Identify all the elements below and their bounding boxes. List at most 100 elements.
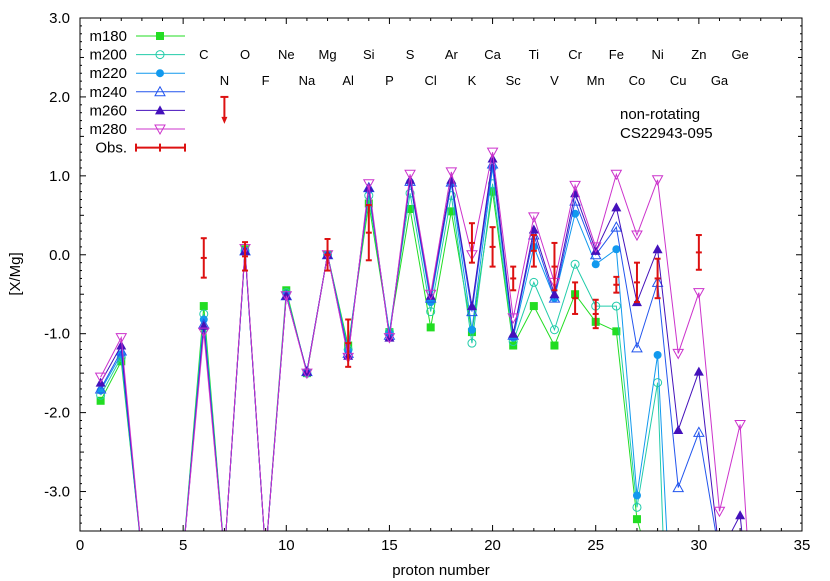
axis-ticks: 0 5 10 15 20 25 30 35 -3.0 -2.0 -1.0 0.0 1.0 2.0 3.0 <box>44 10 810 554</box>
data-point-m260 <box>652 244 663 254</box>
data-point-m280 <box>631 230 643 242</box>
element-label-Ar: Ar <box>445 47 459 62</box>
plot-frame <box>79 17 803 532</box>
element-label-Cr: Cr <box>568 47 582 62</box>
data-point-m260 <box>590 245 601 255</box>
element-label-Zn: Zn <box>691 47 706 62</box>
element-labels: C O Ne Mg Si S Ar Ca Ti Cr Fe Ni Zn Ge N F Na Al P Cl K Sc V Mn… <box>199 47 749 88</box>
data-point-m180 <box>529 302 538 311</box>
observation-point <box>510 265 517 292</box>
x-tick-label: 30 <box>691 537 708 554</box>
legend-label-m280: m280 <box>89 121 127 138</box>
data-point-m280 <box>486 147 499 159</box>
data-point-m200 <box>549 325 559 335</box>
data-point-m260 <box>466 301 477 311</box>
data-point-m240 <box>672 481 685 493</box>
element-label-Ne: Ne <box>278 47 295 62</box>
data-point-m220 <box>467 325 476 334</box>
data-point-m220 <box>612 245 621 254</box>
data-point-m240 <box>631 341 643 353</box>
series-line-m280 <box>100 152 748 531</box>
data-point-m280 <box>507 313 520 324</box>
data-point-m180 <box>488 187 497 196</box>
legend-marker-m200 <box>155 50 165 60</box>
element-label-C: C <box>199 47 208 62</box>
x-tick-label: 35 <box>794 537 811 554</box>
legend-marker-m260 <box>155 105 165 115</box>
element-label-Mg: Mg <box>319 47 337 62</box>
annotation-star: CS22943-095 <box>620 125 713 142</box>
upper-limit-arrow <box>221 116 228 124</box>
data-point-m200 <box>570 259 580 269</box>
y-tick-label: -2.0 <box>44 405 70 422</box>
data-point-m280 <box>115 333 128 344</box>
data-point-m180 <box>364 199 373 208</box>
data-point-m260 <box>611 202 622 212</box>
element-label-Al: Al <box>342 73 354 88</box>
element-label-Sc: Sc <box>506 73 522 88</box>
data-point-m180 <box>447 207 456 216</box>
data-point-m180 <box>612 327 621 336</box>
observation-point <box>633 261 640 304</box>
observation-point <box>324 237 331 272</box>
data-point-m200 <box>611 301 621 311</box>
data-point-m280 <box>589 242 602 253</box>
observation-point <box>200 237 207 279</box>
observation-point <box>572 281 579 315</box>
element-label-Mn: Mn <box>587 73 605 88</box>
data-point-m280 <box>404 169 416 181</box>
element-label-N: N <box>220 73 229 88</box>
data-point-m280 <box>197 327 210 339</box>
data-point-m220 <box>653 351 662 360</box>
data-point-m280 <box>651 175 664 186</box>
data-point-m240 <box>693 426 705 437</box>
observation-point <box>468 222 475 264</box>
data-point-m280 <box>734 419 746 431</box>
data-point-m260 <box>549 289 560 299</box>
data-point-m180 <box>426 323 435 332</box>
data-point-m220 <box>591 260 600 269</box>
data-point-m280 <box>362 179 375 190</box>
data-point-m200 <box>529 277 539 287</box>
annotation-model: non-rotating <box>620 106 700 123</box>
y-tick-label: -1.0 <box>44 326 70 343</box>
element-label-O: O <box>240 47 250 62</box>
element-label-F: F <box>262 73 270 88</box>
data-point-m280 <box>527 212 540 223</box>
data-point-m260 <box>198 320 209 330</box>
data-point-m220 <box>632 491 641 500</box>
observation-point <box>654 257 661 300</box>
element-label-Si: Si <box>363 47 375 62</box>
data-point-m180 <box>550 341 559 350</box>
data-point-m280 <box>713 506 726 518</box>
x-tick-label: 15 <box>381 537 398 554</box>
data-point-m180 <box>632 515 641 524</box>
legend-label-m240: m240 <box>89 84 127 101</box>
element-label-Co: Co <box>629 73 646 88</box>
data-point-m240 <box>94 382 107 394</box>
observation-point <box>592 298 599 330</box>
data-point-m260 <box>281 290 292 300</box>
y-axis-label: [X/Mg] <box>7 252 24 295</box>
x-tick-label: 25 <box>587 537 604 554</box>
x-axis-label: proton number <box>392 562 490 579</box>
legend-label-Obs.: Obs. <box>95 140 127 157</box>
element-label-Fe: Fe <box>609 47 624 62</box>
y-tick-label: -3.0 <box>44 484 70 501</box>
element-label-Ca: Ca <box>484 47 501 62</box>
data-point-m260 <box>735 510 746 520</box>
legend-marker-m220 <box>156 69 164 78</box>
data-point-m200 <box>405 188 415 198</box>
element-label-Ge: Ge <box>731 47 748 62</box>
element-label-K: K <box>468 73 477 88</box>
data-point-m280 <box>280 291 293 302</box>
data-point-m240 <box>610 221 623 232</box>
data-point-m180 <box>96 396 105 405</box>
data-point-m260 <box>425 290 436 300</box>
data-point-m200 <box>632 502 642 512</box>
legend-marker-m280 <box>154 124 166 136</box>
legend-marker-m180 <box>156 32 164 40</box>
